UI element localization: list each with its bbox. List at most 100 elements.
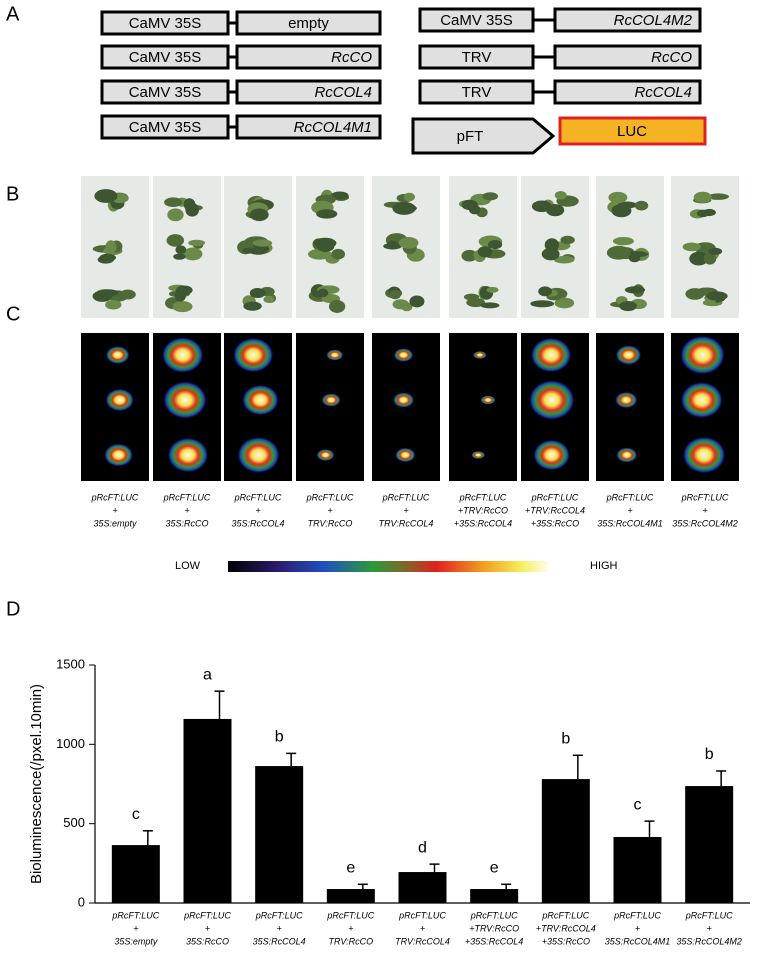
x-tick-label: + [348, 923, 353, 933]
gene-box [553, 79, 702, 105]
x-tick-label: pRcFT:LUC [255, 910, 303, 920]
significance-letter: e [490, 859, 499, 876]
signal [614, 391, 638, 409]
leaf [477, 246, 493, 258]
signal [326, 349, 344, 361]
x-tick-label: pRcFT:LUC [111, 910, 159, 920]
colorbar-low: LOW [175, 560, 201, 572]
leaf [634, 200, 649, 211]
leaf [480, 302, 500, 309]
panel-label: C [6, 303, 20, 325]
leaf [98, 289, 119, 297]
signal [471, 450, 486, 460]
signal [680, 381, 724, 419]
leaf [398, 237, 419, 249]
treatment-label: 35S:RcCO [165, 518, 208, 528]
significance-letter: d [418, 839, 427, 856]
x-tick-label: 35S:empty [114, 936, 158, 946]
signal [161, 336, 205, 374]
leaf [174, 288, 187, 302]
x-tick-label: pRcFT:LUC [398, 910, 446, 920]
gene-box [235, 114, 382, 140]
treatment-label: pRcFT:LUC [382, 492, 430, 502]
x-tick-label: 35S:RcCOL4M2 [676, 936, 742, 946]
treatment-label: pRcFT:LUC [606, 492, 654, 502]
x-tick-label: pRcFT:LUC [613, 910, 661, 920]
treatment-label: pRcFT:LUC [306, 492, 354, 502]
leaf [707, 193, 730, 200]
x-tick-label: + [420, 923, 425, 933]
x-tick-label: +TRV:RcCO [469, 923, 519, 933]
bar [541, 779, 590, 903]
leaf [628, 254, 641, 263]
promoter-box [418, 44, 535, 70]
leaf [105, 240, 117, 254]
promoter-box [418, 79, 535, 105]
leaf [461, 249, 478, 262]
signal [392, 392, 415, 408]
gene-label: RcCO [651, 49, 692, 66]
leaf [611, 204, 632, 218]
signal [103, 443, 134, 467]
x-tick-label: pRcFT:LUC [470, 910, 518, 920]
treatment-label: + [255, 505, 260, 515]
panel-label: A [6, 3, 20, 25]
bar [470, 889, 519, 903]
x-tick-label: pRcFT:LUC [183, 910, 231, 920]
leaf [249, 208, 269, 222]
signal [530, 337, 572, 373]
leaf [94, 189, 118, 203]
treatment-label: 35S:RcCOL4M2 [672, 518, 738, 528]
bar [255, 766, 304, 903]
leaf [624, 286, 646, 294]
leaf [188, 239, 206, 247]
leaf [392, 299, 409, 310]
panel-label: D [6, 598, 20, 620]
leaf [466, 297, 486, 308]
signal [241, 384, 280, 416]
y-tick-label: 1000 [56, 736, 85, 751]
x-tick-label: 35S:RcCO [186, 936, 229, 946]
treatment-label: + [403, 505, 408, 515]
reporter-promoter: pFT [457, 128, 484, 145]
leaf [99, 253, 116, 262]
leaf [328, 300, 346, 313]
leaf [682, 242, 701, 252]
leaf [316, 241, 335, 252]
signal [236, 436, 281, 474]
treatment-label: +35S:RcCO [531, 518, 579, 528]
bar [613, 836, 662, 903]
bar [398, 872, 447, 903]
promoter-box [100, 114, 230, 140]
gene-box [235, 10, 382, 36]
gene-label: RcCOL4M2 [614, 12, 693, 29]
significance-letter: e [346, 859, 355, 876]
leaf [487, 240, 503, 250]
gene-box [235, 79, 382, 105]
treatment-label: 35S:RcCOL4 [231, 518, 284, 528]
leaf [386, 240, 399, 250]
luc-box [558, 116, 707, 146]
signal [232, 337, 274, 373]
x-tick-label: 35S:RcCOL4 [253, 936, 306, 946]
leaf [560, 235, 575, 245]
leaf [167, 208, 184, 222]
promoter-label: CaMV 35S [129, 84, 202, 101]
leaf [175, 245, 187, 255]
x-tick-label: +35S:RcCO [542, 936, 590, 946]
signal [532, 439, 571, 471]
x-tick-label: + [133, 923, 138, 933]
treatment-label: pRcFT:LUC [91, 492, 139, 502]
significance-letter: c [132, 806, 140, 823]
promoter-box [100, 10, 230, 36]
promoter-label: CaMV 35S [129, 15, 202, 32]
leaf [173, 253, 186, 260]
gene-box [553, 44, 702, 70]
gene-box [553, 7, 702, 33]
signal [167, 437, 209, 473]
plant-photo [596, 176, 664, 318]
promoter-label: CaMV 35S [440, 12, 513, 29]
x-tick-label: + [707, 923, 712, 933]
leaf [389, 289, 401, 300]
